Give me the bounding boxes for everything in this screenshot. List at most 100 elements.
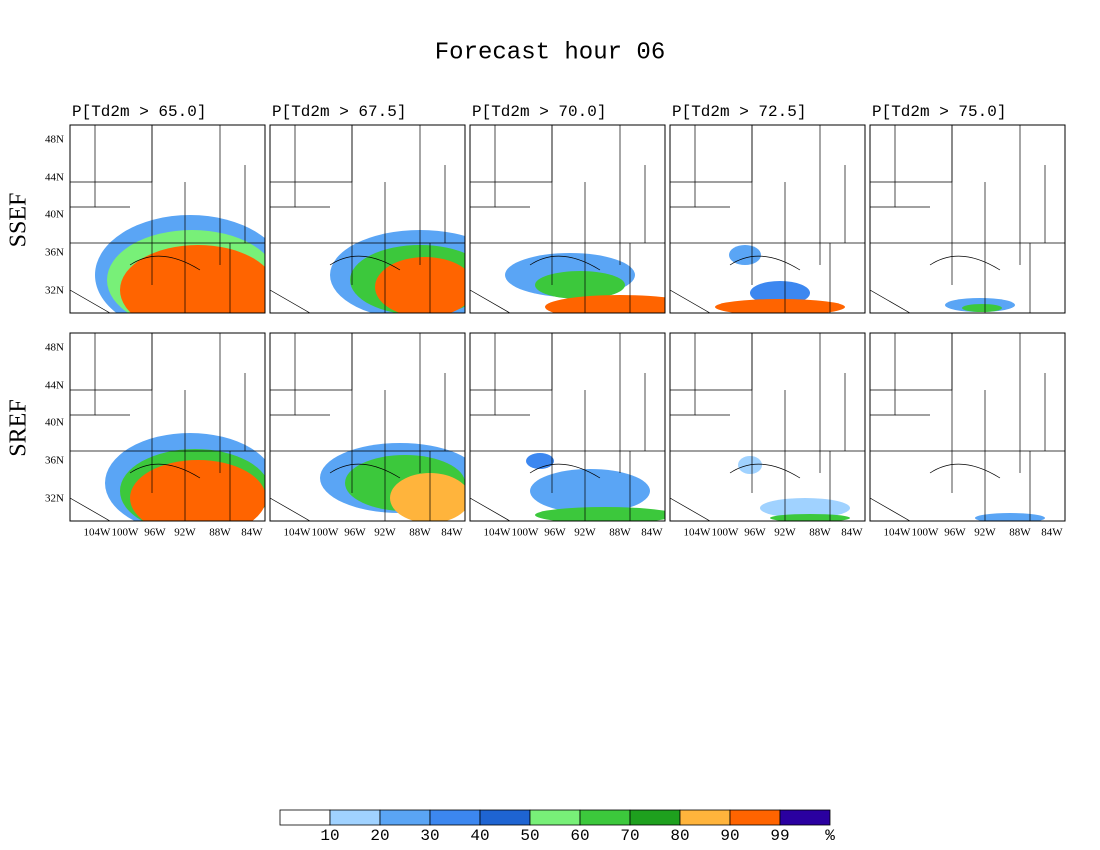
state-border <box>470 125 496 208</box>
probability-area <box>390 473 465 521</box>
colorbar-box <box>729 809 781 826</box>
map-content <box>470 125 665 313</box>
state-border <box>329 255 401 271</box>
colorbar-label: 40 <box>470 827 489 845</box>
panel-title: P[Td2m > 65.0] <box>72 103 206 121</box>
map-panel <box>869 332 1066 522</box>
map-content <box>270 333 465 521</box>
map-panel <box>269 332 466 522</box>
lon-label: 92W <box>174 527 196 539</box>
state-border <box>870 289 911 313</box>
panel-frame <box>69 124 266 314</box>
lat-label: 36N <box>45 455 64 467</box>
lon-label: 96W <box>144 527 166 539</box>
state-border <box>870 497 911 521</box>
panel-title: P[Td2m > 72.5] <box>672 103 806 121</box>
lon-label: 100W <box>912 527 940 539</box>
state-border <box>670 125 753 183</box>
state-border <box>670 289 711 313</box>
probability-area <box>760 498 850 518</box>
state-border <box>470 289 511 313</box>
state-border <box>670 497 711 521</box>
lon-label: 100W <box>312 527 340 539</box>
panel-frame <box>269 124 466 314</box>
map-panel <box>69 332 266 522</box>
map-content <box>870 333 1065 521</box>
colorbar-label: 90 <box>720 827 739 845</box>
probability-area <box>750 281 810 305</box>
lat-label: 40N <box>45 209 64 221</box>
colorbar-label: 20 <box>370 827 389 845</box>
map-content <box>70 125 265 313</box>
probability-area <box>535 507 665 521</box>
colorbar-label: 99 <box>770 827 789 845</box>
lat-label: 36N <box>45 247 64 259</box>
state-border <box>870 333 896 416</box>
panel-frame <box>69 332 266 522</box>
lon-label: 96W <box>544 527 566 539</box>
state-border <box>329 463 401 479</box>
state-border <box>70 333 153 391</box>
figure-title: Forecast hour 06 <box>435 39 665 66</box>
colorbar-box <box>679 809 731 826</box>
state-border <box>270 333 296 416</box>
colorbar-box <box>329 809 381 826</box>
colorbar-label: 30 <box>420 827 439 845</box>
state-border <box>129 463 201 479</box>
lon-label: 96W <box>744 527 766 539</box>
state-border <box>70 125 153 183</box>
panel-frame <box>269 332 466 522</box>
colorbar-box <box>479 809 531 826</box>
colorbar-label: 80 <box>670 827 689 845</box>
lon-label: 96W <box>344 527 366 539</box>
probability-area <box>375 257 465 313</box>
state-border <box>270 497 311 521</box>
lon-label: 88W <box>809 527 831 539</box>
map-panel <box>469 124 666 314</box>
state-border <box>270 125 296 208</box>
colorbar-label: 10 <box>320 827 339 845</box>
state-border <box>270 125 353 183</box>
lon-label: 100W <box>112 527 140 539</box>
lon-label: 88W <box>209 527 231 539</box>
panel-frame <box>869 332 1066 522</box>
state-border <box>670 125 696 208</box>
probability-area <box>715 299 845 313</box>
state-border <box>929 463 1001 479</box>
state-border <box>470 333 553 391</box>
panel-title: P[Td2m > 75.0] <box>872 103 1006 121</box>
lon-label: 104W <box>684 527 712 539</box>
lon-label: 88W <box>609 527 631 539</box>
colorbar-label: 60 <box>570 827 589 845</box>
lat-label: 40N <box>45 417 64 429</box>
map-panel <box>669 124 866 314</box>
panel-title: P[Td2m > 67.5] <box>272 103 406 121</box>
map-panel <box>869 124 1066 314</box>
lon-label: 84W <box>241 527 263 539</box>
state-border <box>270 289 311 313</box>
lat-label: 44N <box>45 380 64 392</box>
lon-label: 92W <box>374 527 396 539</box>
probability-area <box>729 245 761 265</box>
state-border <box>270 333 353 391</box>
state-border <box>70 497 111 521</box>
map-panel <box>469 332 666 522</box>
probability-area <box>526 453 554 469</box>
lon-label: 88W <box>1009 527 1031 539</box>
panel-frame <box>669 124 866 314</box>
state-border <box>529 463 601 479</box>
colorbar-box <box>279 809 331 826</box>
map-content <box>470 333 665 521</box>
panel-frame <box>869 124 1066 314</box>
colorbar-label: 70 <box>620 827 639 845</box>
lat-label: 44N <box>45 172 64 184</box>
probability-area <box>130 460 265 521</box>
lon-label: 84W <box>641 527 663 539</box>
row-label: SSEF <box>6 193 32 248</box>
state-border <box>470 333 496 416</box>
lon-label: 100W <box>712 527 740 539</box>
colorbar-box <box>579 809 631 826</box>
lon-label: 84W <box>841 527 863 539</box>
lon-label: 100W <box>512 527 540 539</box>
state-border <box>70 333 96 416</box>
